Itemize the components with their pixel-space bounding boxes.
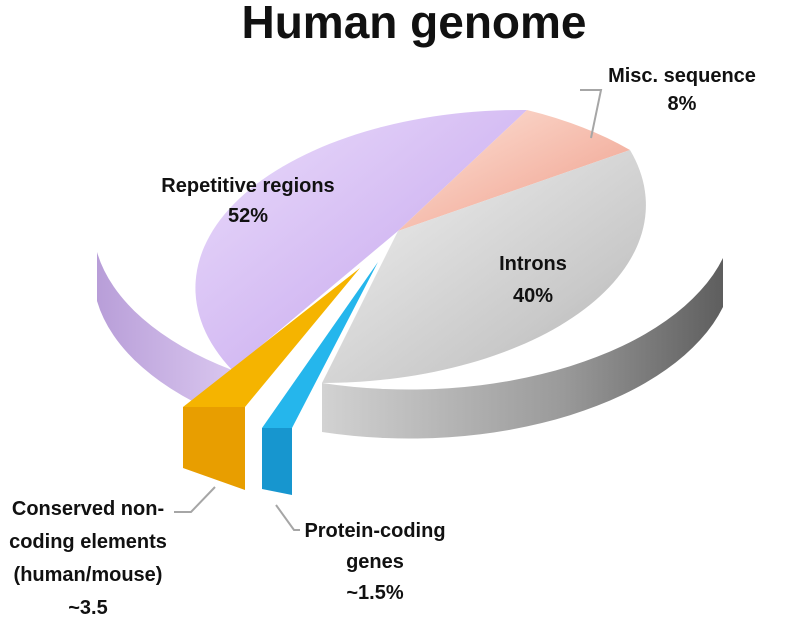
slice-side-conserved [183,407,245,490]
slice-introns [322,150,646,383]
label-conserved-name-1: Conserved non- [12,498,164,520]
label-introns-value: 40% [513,285,553,307]
label-repetitive-name: Repetitive regions [161,175,334,197]
label-conserved-value: ~3.5 [68,597,107,619]
label-conserved-name-3: (human/mouse) [14,564,163,586]
label-protein-name-2: genes [346,551,404,573]
slice-repetitive-regions [195,109,527,371]
leader-line-misc [580,89,603,139]
label-misc-name: Misc. sequence [608,65,756,87]
slice-side-protein [262,428,292,495]
label-protein-value: ~1.5% [346,582,403,604]
slice-side-introns [322,258,723,439]
chart-title: Human genome [241,0,586,48]
slice-protein-coding [262,262,378,428]
label-protein-name-1: Protein-coding [304,520,445,542]
slice-side-repetitive [97,252,232,419]
leader-line-protein [275,504,300,531]
slice-conserved-noncoding [183,268,360,407]
label-conserved-name-2: coding elements [9,531,167,553]
label-misc-value: 8% [668,93,697,115]
label-introns-name: Introns [499,253,567,275]
leader-line-conserved [174,486,216,513]
slice-misc-sequence [398,110,630,231]
label-repetitive-value: 52% [228,205,268,227]
